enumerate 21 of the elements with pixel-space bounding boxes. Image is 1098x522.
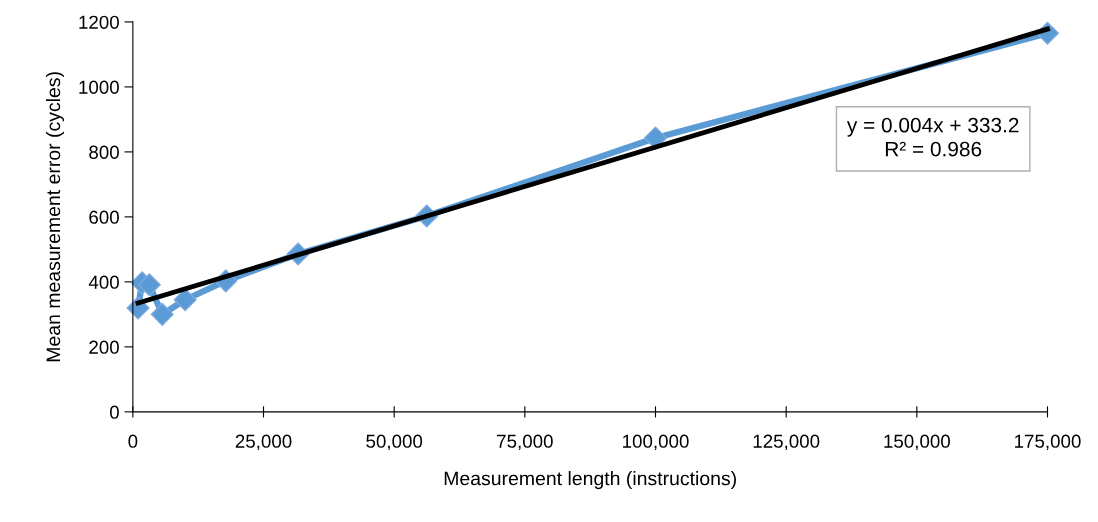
x-tick-label: 125,000: [753, 434, 820, 451]
x-axis-title: Measurement length (instructions): [444, 471, 736, 490]
x-tick-label: 100,000: [623, 434, 689, 451]
y-tick-label: 0: [109, 405, 119, 419]
y-tick-label: 1000: [79, 80, 119, 94]
x-tick-label: 25,000: [235, 434, 292, 451]
x-tick-label: 50,000: [366, 434, 423, 451]
x-tick-label: 0: [128, 434, 138, 448]
x-tick-label: 75,000: [497, 434, 553, 451]
annotation: y = 0.004x + 333.2 R² = 0.986: [846, 117, 1019, 157]
y-tick-label: 400: [88, 275, 119, 289]
point: [150, 302, 174, 326]
x-tick-label: 175,000: [1015, 434, 1081, 451]
point: [173, 288, 197, 312]
y-tick-label: 800: [89, 145, 119, 159]
point: [137, 273, 161, 297]
y-axis-title: Mean measurement error (cycles): [45, 72, 65, 362]
y-tick-label: 600: [89, 210, 119, 224]
x-tick-label: 150,000: [884, 434, 950, 451]
y-tick-label: 200: [89, 340, 119, 354]
y-tick-label: 1200: [79, 15, 119, 29]
